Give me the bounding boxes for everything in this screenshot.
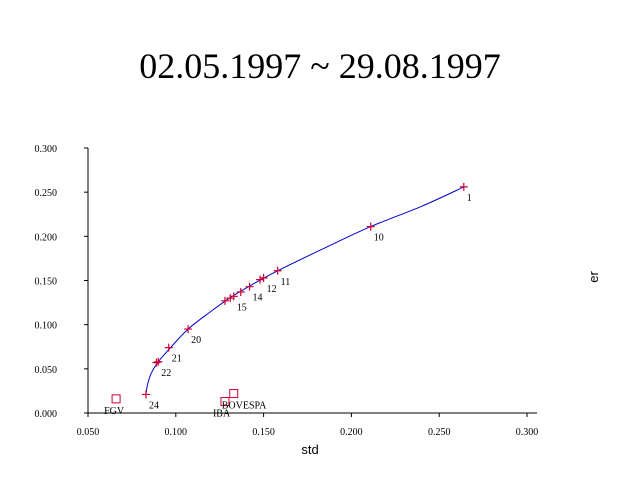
portfolio-point: [236, 287, 245, 296]
y-axis-label: er: [586, 271, 601, 283]
y-tick-label: 0.100: [35, 321, 58, 332]
x-tick-label: 0.050: [77, 427, 100, 438]
portfolio-point: [152, 358, 161, 367]
portfolio-point: [259, 273, 268, 282]
portfolio-point: [256, 275, 265, 284]
y-tick-label: 0.000: [35, 409, 58, 420]
x-axis-label: std: [301, 442, 318, 457]
portfolio-point: [154, 357, 163, 366]
chart-title: 02.05.1997 ~ 29.08.1997: [139, 46, 500, 86]
portfolio-point: [226, 294, 235, 303]
portfolio-point: [164, 343, 173, 352]
y-axis-ticks: 0.000 0.050 0.100 0.150 0.200 0.250 0.300: [35, 144, 88, 420]
portfolio-label: 14: [253, 293, 263, 304]
y-tick-label: 0.150: [35, 277, 58, 288]
index-label: FGV: [104, 406, 125, 417]
portfolio-point: [366, 222, 375, 231]
portfolio-point: [245, 282, 254, 291]
index-point: [229, 389, 239, 399]
x-tick-label: 0.200: [340, 427, 363, 438]
portfolio-label: 22: [161, 368, 171, 379]
efficient-frontier-line: [145, 186, 465, 395]
x-tick-label: 0.100: [165, 427, 188, 438]
portfolio-label: 10: [374, 233, 384, 244]
x-axis-ticks: 0.050 0.100 0.150 0.200 0.250 0.300: [77, 413, 539, 438]
portfolio-point: [184, 325, 193, 334]
portfolio-label: 12: [267, 284, 277, 295]
y-tick-label: 0.300: [35, 144, 58, 155]
x-tick-label: 0.150: [252, 427, 275, 438]
portfolio-label: 20: [191, 335, 201, 346]
portfolio-label: 24: [149, 400, 159, 411]
portfolio-point: [220, 296, 229, 305]
portfolio-point: [229, 292, 238, 301]
index-label: IBA: [213, 409, 231, 420]
portfolio-point: [459, 182, 468, 191]
portfolio-label: 21: [172, 354, 182, 365]
portfolio-point: [141, 390, 150, 399]
x-tick-label: 0.300: [516, 427, 539, 438]
y-tick-label: 0.250: [35, 188, 58, 199]
index-label: BOVESPA: [222, 401, 267, 412]
portfolio-label: 1: [467, 193, 472, 204]
index-point: [111, 394, 121, 404]
x-tick-label: 0.250: [428, 427, 451, 438]
y-tick-label: 0.050: [35, 365, 58, 376]
y-tick-label: 0.200: [35, 232, 58, 243]
portfolio-label: 15: [237, 302, 247, 313]
index-point: [220, 397, 230, 407]
portfolio-point: [273, 266, 282, 275]
portfolio-label: 11: [281, 277, 291, 288]
